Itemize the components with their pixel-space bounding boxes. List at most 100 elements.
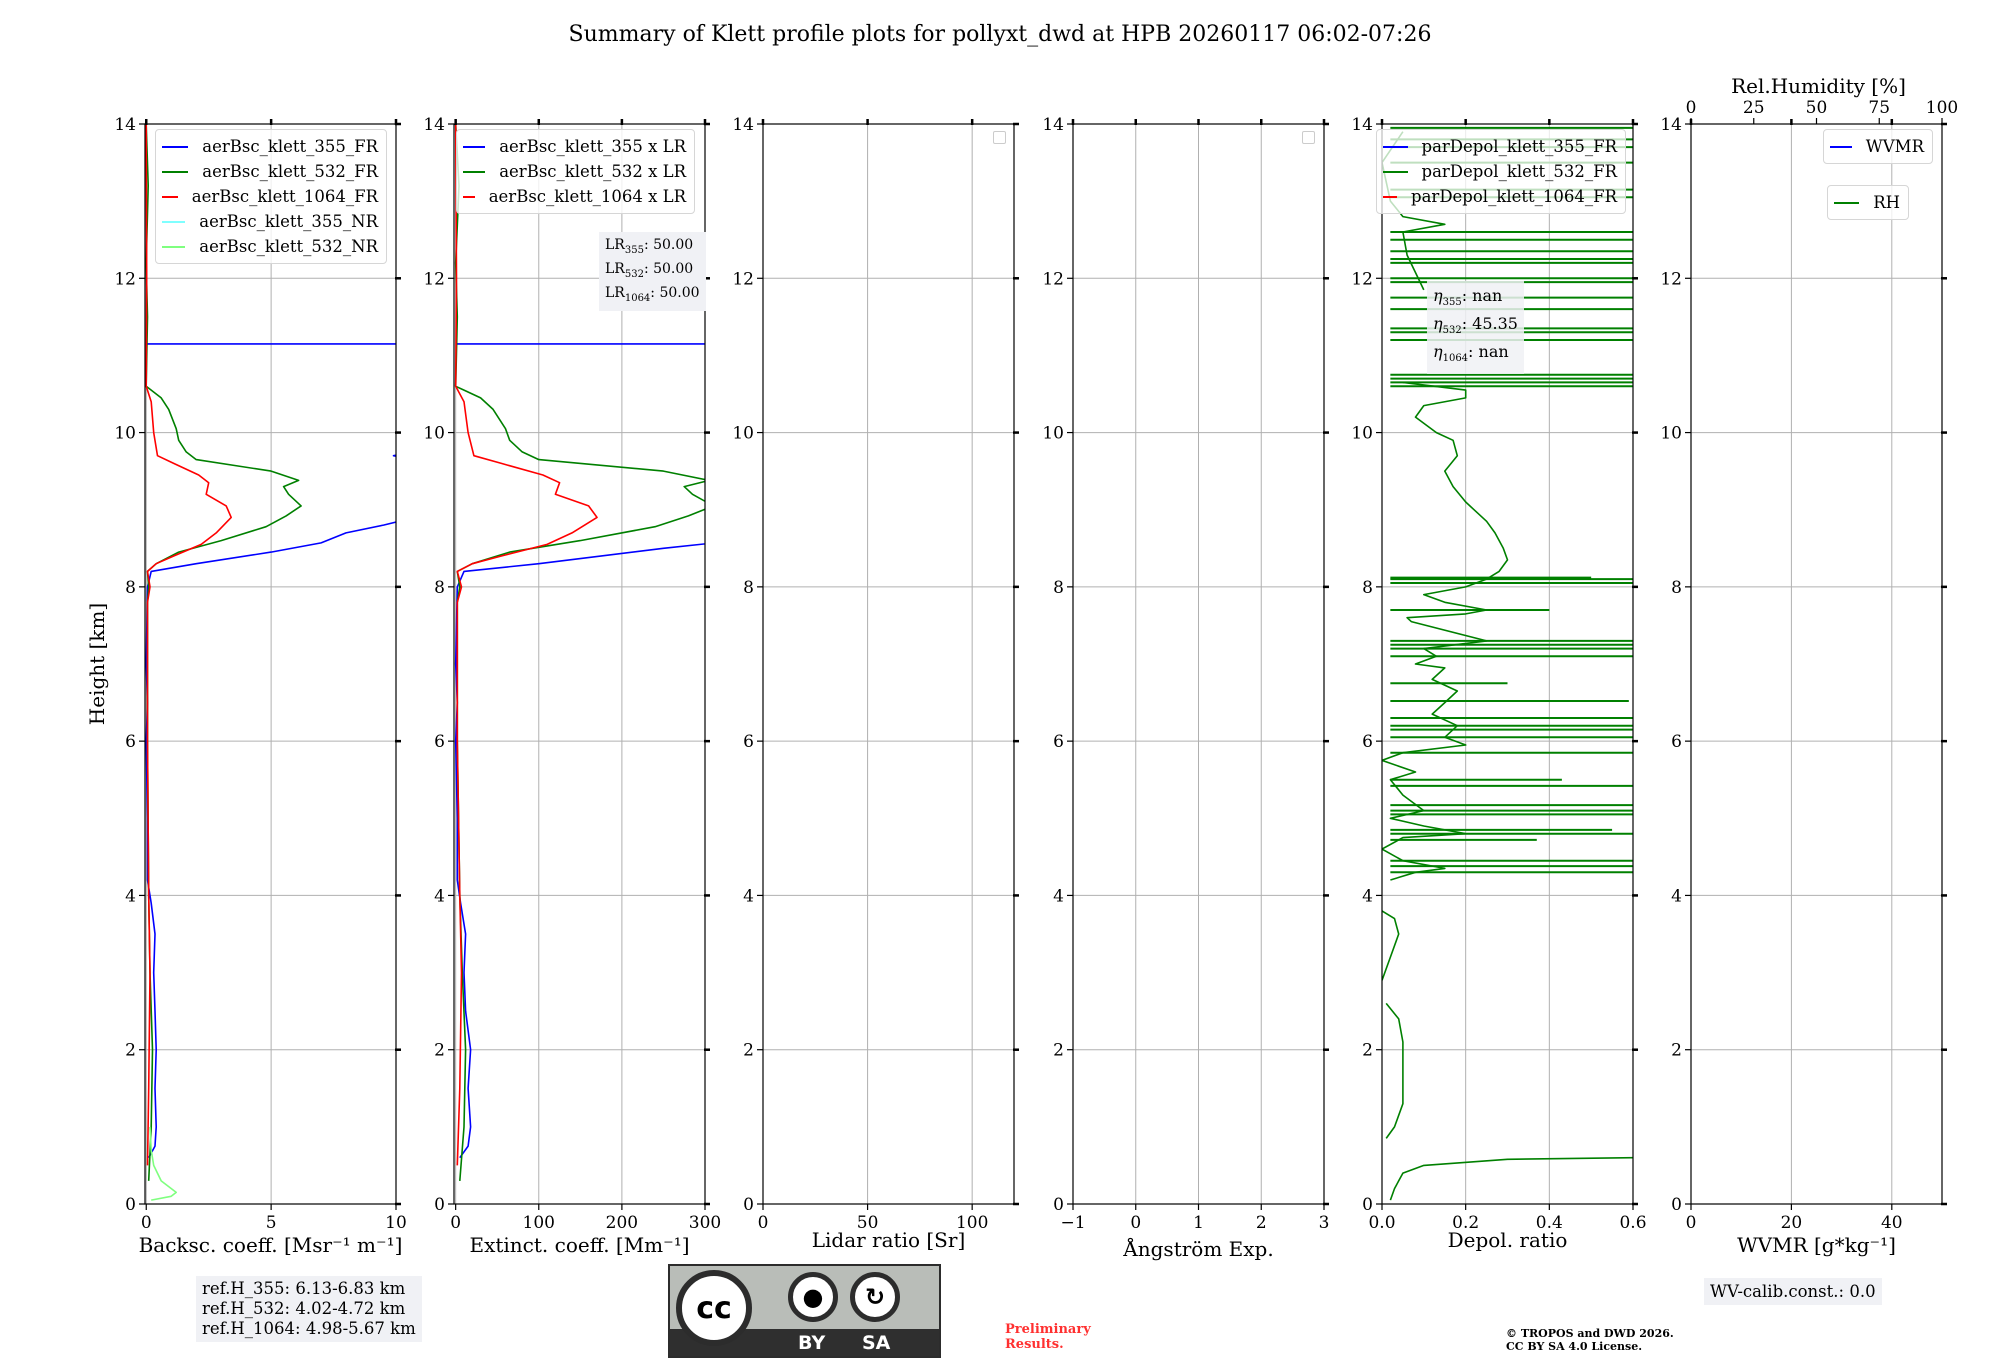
lr-value: : 50.00 bbox=[643, 237, 694, 253]
eta-value: : nan bbox=[1461, 286, 1503, 305]
legend-label: parDepol_klett_355_FR bbox=[1421, 137, 1617, 156]
x-tick-label: −1 bbox=[1060, 1213, 1085, 1233]
y-tick-label: 0 bbox=[1671, 1195, 1682, 1215]
y-tick-label: 14 bbox=[1660, 115, 1682, 135]
eta-532: η532: 45.35 bbox=[1433, 313, 1518, 341]
legend-entry: aerBsc_klett_355_FR bbox=[162, 134, 378, 159]
lr-sub: 532 bbox=[624, 268, 644, 280]
series-parDepol_klett_532_FR bbox=[1385, 1002, 1404, 1139]
y-tick-label: 12 bbox=[1042, 269, 1064, 289]
top-axis-label: Rel.Humidity [%] bbox=[1731, 74, 1906, 98]
sa-label: SA bbox=[862, 1332, 891, 1354]
legend-entry: aerBsc_klett_1064 x LR bbox=[463, 184, 686, 209]
eta-sub: 532 bbox=[1442, 325, 1462, 337]
legend-extinction: aerBsc_klett_355 x LR aerBsc_klett_532 x… bbox=[456, 129, 695, 214]
y-tick-label: 0 bbox=[1053, 1195, 1064, 1215]
legend-label: RH bbox=[1873, 193, 1900, 212]
axes-frame bbox=[144, 123, 397, 1205]
y-tick-label: 4 bbox=[1053, 886, 1064, 906]
legend-swatch bbox=[463, 195, 475, 198]
y-tick-label: 0 bbox=[434, 1195, 445, 1215]
top-x-tick-label: 0 bbox=[1686, 98, 1697, 118]
series-aerBsc_klett_1064 x LR bbox=[454, 124, 598, 1166]
legend-entry: WVMR bbox=[1830, 134, 1924, 159]
eta-sub: 355 bbox=[1442, 297, 1462, 309]
by-label: BY bbox=[798, 1332, 826, 1354]
legend-entry: parDepol_klett_532_FR bbox=[1383, 159, 1617, 184]
legend-label: aerBsc_klett_1064_FR bbox=[191, 187, 378, 206]
axes-frame bbox=[453, 123, 706, 1205]
axes-frame bbox=[1690, 123, 1943, 1205]
x-tick-label: 100 bbox=[956, 1213, 988, 1233]
series-aerBsc_klett_1064_FR bbox=[145, 124, 232, 1166]
x-tick-label: 0 bbox=[141, 1213, 152, 1233]
legend-label: parDepol_klett_1064_FR bbox=[1411, 187, 1617, 206]
legend-label: aerBsc_klett_532_NR bbox=[199, 237, 378, 256]
y-tick-label: 12 bbox=[732, 269, 754, 289]
cc-by-sa-license-logo: cc ● ↻ BY SA bbox=[668, 1264, 941, 1358]
y-tick-label: 10 bbox=[423, 424, 445, 444]
y-tick-label: 12 bbox=[114, 269, 136, 289]
series-aerBsc_klett_355_FR bbox=[145, 521, 396, 1159]
y-tick-label: 6 bbox=[1362, 732, 1373, 752]
legend-entry: aerBsc_klett_532_FR bbox=[162, 159, 378, 184]
x-tick-label: 50 bbox=[857, 1213, 879, 1233]
x-tick-label: 3 bbox=[1319, 1213, 1330, 1233]
x-tick-label: 0 bbox=[1130, 1213, 1141, 1233]
y-tick-label: 4 bbox=[1362, 886, 1373, 906]
y-tick-label: 6 bbox=[1671, 732, 1682, 752]
y-tick-label: 4 bbox=[743, 886, 754, 906]
x-tick-label: 300 bbox=[689, 1213, 721, 1233]
lidar-ratio-1064: LR1064: 50.00 bbox=[605, 284, 700, 308]
axes-frame bbox=[1381, 123, 1634, 1205]
y-tick-label: 14 bbox=[1351, 115, 1373, 135]
y-tick-label: 4 bbox=[434, 886, 445, 906]
legend-label: aerBsc_klett_532_FR bbox=[202, 162, 378, 181]
y-tick-label: 2 bbox=[125, 1041, 136, 1061]
preliminary-line: Preliminary bbox=[1005, 1322, 1091, 1337]
legend-swatch bbox=[1383, 145, 1408, 148]
x-tick-label: 0.4 bbox=[1536, 1213, 1563, 1233]
eta-label: η bbox=[1433, 314, 1443, 334]
legend-wvmr: WVMR bbox=[1823, 129, 1933, 164]
legend-label: parDepol_klett_532_FR bbox=[1421, 162, 1617, 181]
top-x-tick-label: 100 bbox=[1926, 98, 1958, 118]
eta-value: : 45.35 bbox=[1461, 314, 1518, 334]
y-tick-label: 0 bbox=[125, 1195, 136, 1215]
y-tick-label: 6 bbox=[743, 732, 754, 752]
y-tick-label: 10 bbox=[1660, 424, 1682, 444]
curves bbox=[145, 124, 396, 1201]
x-axis-label: WVMR [g*kg⁻¹] bbox=[1737, 1233, 1896, 1257]
legend-depol: parDepol_klett_355_FR parDepol_klett_532… bbox=[1376, 129, 1626, 214]
ref-height-355: ref.H_355: 6.13-6.83 km bbox=[202, 1279, 406, 1298]
legend-entry: aerBsc_klett_355_NR bbox=[162, 209, 378, 234]
legend-swatch bbox=[162, 170, 189, 173]
eta-355: η355: nan bbox=[1433, 285, 1518, 313]
ref-height-1064: ref.H_1064: 4.98-5.67 km bbox=[202, 1319, 416, 1338]
lidar-ratio-532: LR532: 50.00 bbox=[605, 260, 700, 284]
x-tick-label: 100 bbox=[523, 1213, 555, 1233]
y-tick-label: 8 bbox=[434, 578, 445, 598]
legend-entry: aerBsc_klett_355 x LR bbox=[463, 134, 686, 159]
legend-swatch bbox=[463, 170, 486, 173]
y-tick-label: 2 bbox=[1362, 1041, 1373, 1061]
y-tick-label: 14 bbox=[1042, 115, 1064, 135]
series-parDepol_klett_532_FR bbox=[1389, 1156, 1633, 1201]
eta-1064: η1064: nan bbox=[1433, 341, 1518, 369]
x-tick-label: 2 bbox=[1256, 1213, 1267, 1233]
lidar-ratio-box: LR355: 50.00 LR532: 50.00 LR1064: 50.00 bbox=[599, 232, 706, 312]
legend-label: aerBsc_klett_1064 x LR bbox=[488, 187, 686, 206]
lr-value: : 50.00 bbox=[650, 284, 700, 301]
legend-swatch bbox=[1383, 195, 1398, 198]
x-axis-label: Extinct. coeff. [Mm⁻¹] bbox=[469, 1233, 689, 1257]
series-aerBsc_klett_355_FR bbox=[392, 454, 396, 458]
cc-icon: cc bbox=[676, 1270, 752, 1346]
eta-box: η355: nan η532: 45.35 η1064: nan bbox=[1427, 281, 1524, 374]
legend-entry: aerBsc_klett_532_NR bbox=[162, 234, 378, 259]
legend-label: aerBsc_klett_355_NR bbox=[199, 212, 378, 231]
legend-swatch bbox=[162, 220, 186, 223]
legend-swatch bbox=[162, 145, 189, 148]
lr-sub: 355 bbox=[624, 244, 644, 256]
x-tick-label: 20 bbox=[1781, 1213, 1803, 1233]
